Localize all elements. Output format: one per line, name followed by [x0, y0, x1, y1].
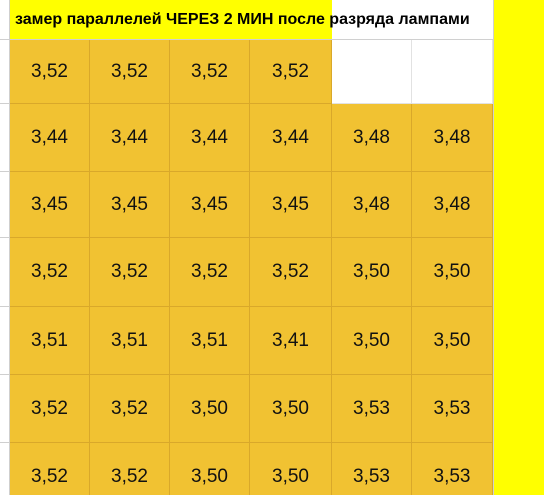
cell[interactable]: 3,52 [90, 238, 170, 307]
row-gutter [0, 104, 10, 172]
row-gutter [0, 238, 10, 307]
cell[interactable]: 3,50 [332, 307, 412, 375]
header-row: замер параллелей ЧЕРЕЗ 2 МИН после разря… [10, 0, 493, 40]
cell[interactable]: 3,52 [10, 238, 90, 307]
cell[interactable]: 3,52 [170, 40, 250, 104]
cell[interactable]: 3,45 [170, 172, 250, 238]
header-title[interactable]: замер параллелей ЧЕРЕЗ 2 МИН после разря… [15, 11, 470, 28]
cell[interactable]: 3,53 [412, 443, 493, 495]
empty-cell[interactable] [332, 40, 412, 104]
cell[interactable]: 3,52 [250, 40, 332, 104]
row-gutter [0, 443, 10, 495]
cell[interactable]: 3,52 [90, 443, 170, 495]
cell[interactable]: 3,50 [250, 375, 332, 443]
cell[interactable]: 3,41 [250, 307, 332, 375]
cell[interactable]: 3,52 [90, 375, 170, 443]
cell[interactable]: 3,53 [412, 375, 493, 443]
row-gutter [0, 375, 10, 443]
cell[interactable]: 3,50 [170, 375, 250, 443]
cell[interactable]: 3,53 [332, 443, 412, 495]
empty-cell[interactable] [412, 40, 493, 104]
cell[interactable]: 3,52 [10, 40, 90, 104]
cell[interactable]: 3,48 [332, 172, 412, 238]
row-gutter [0, 40, 10, 104]
cell[interactable]: 3,44 [90, 104, 170, 172]
cell[interactable]: 3,52 [10, 375, 90, 443]
cell[interactable]: 3,50 [170, 443, 250, 495]
cell[interactable]: 3,48 [332, 104, 412, 172]
cell[interactable]: 3,51 [10, 307, 90, 375]
cell[interactable]: 3,51 [170, 307, 250, 375]
cell[interactable]: 3,50 [332, 238, 412, 307]
cell[interactable]: 3,44 [250, 104, 332, 172]
cell[interactable]: 3,50 [412, 307, 493, 375]
cell[interactable]: 3,50 [250, 443, 332, 495]
cell[interactable]: 3,53 [332, 375, 412, 443]
cell[interactable]: 3,45 [10, 172, 90, 238]
cell[interactable]: 3,52 [90, 40, 170, 104]
yellow-column [493, 0, 544, 495]
cell[interactable]: 3,45 [90, 172, 170, 238]
cell[interactable]: 3,52 [250, 238, 332, 307]
cell[interactable]: 3,45 [250, 172, 332, 238]
cell[interactable]: 3,44 [10, 104, 90, 172]
cell[interactable]: 3,48 [412, 104, 493, 172]
cell[interactable]: 3,52 [10, 443, 90, 495]
row-gutter [0, 172, 10, 238]
row-gutter [0, 0, 10, 40]
cell[interactable]: 3,50 [412, 238, 493, 307]
cell[interactable]: 3,44 [170, 104, 250, 172]
cell[interactable]: 3,51 [90, 307, 170, 375]
cell[interactable]: 3,48 [412, 172, 493, 238]
cell[interactable]: 3,52 [170, 238, 250, 307]
row-gutter [0, 307, 10, 375]
